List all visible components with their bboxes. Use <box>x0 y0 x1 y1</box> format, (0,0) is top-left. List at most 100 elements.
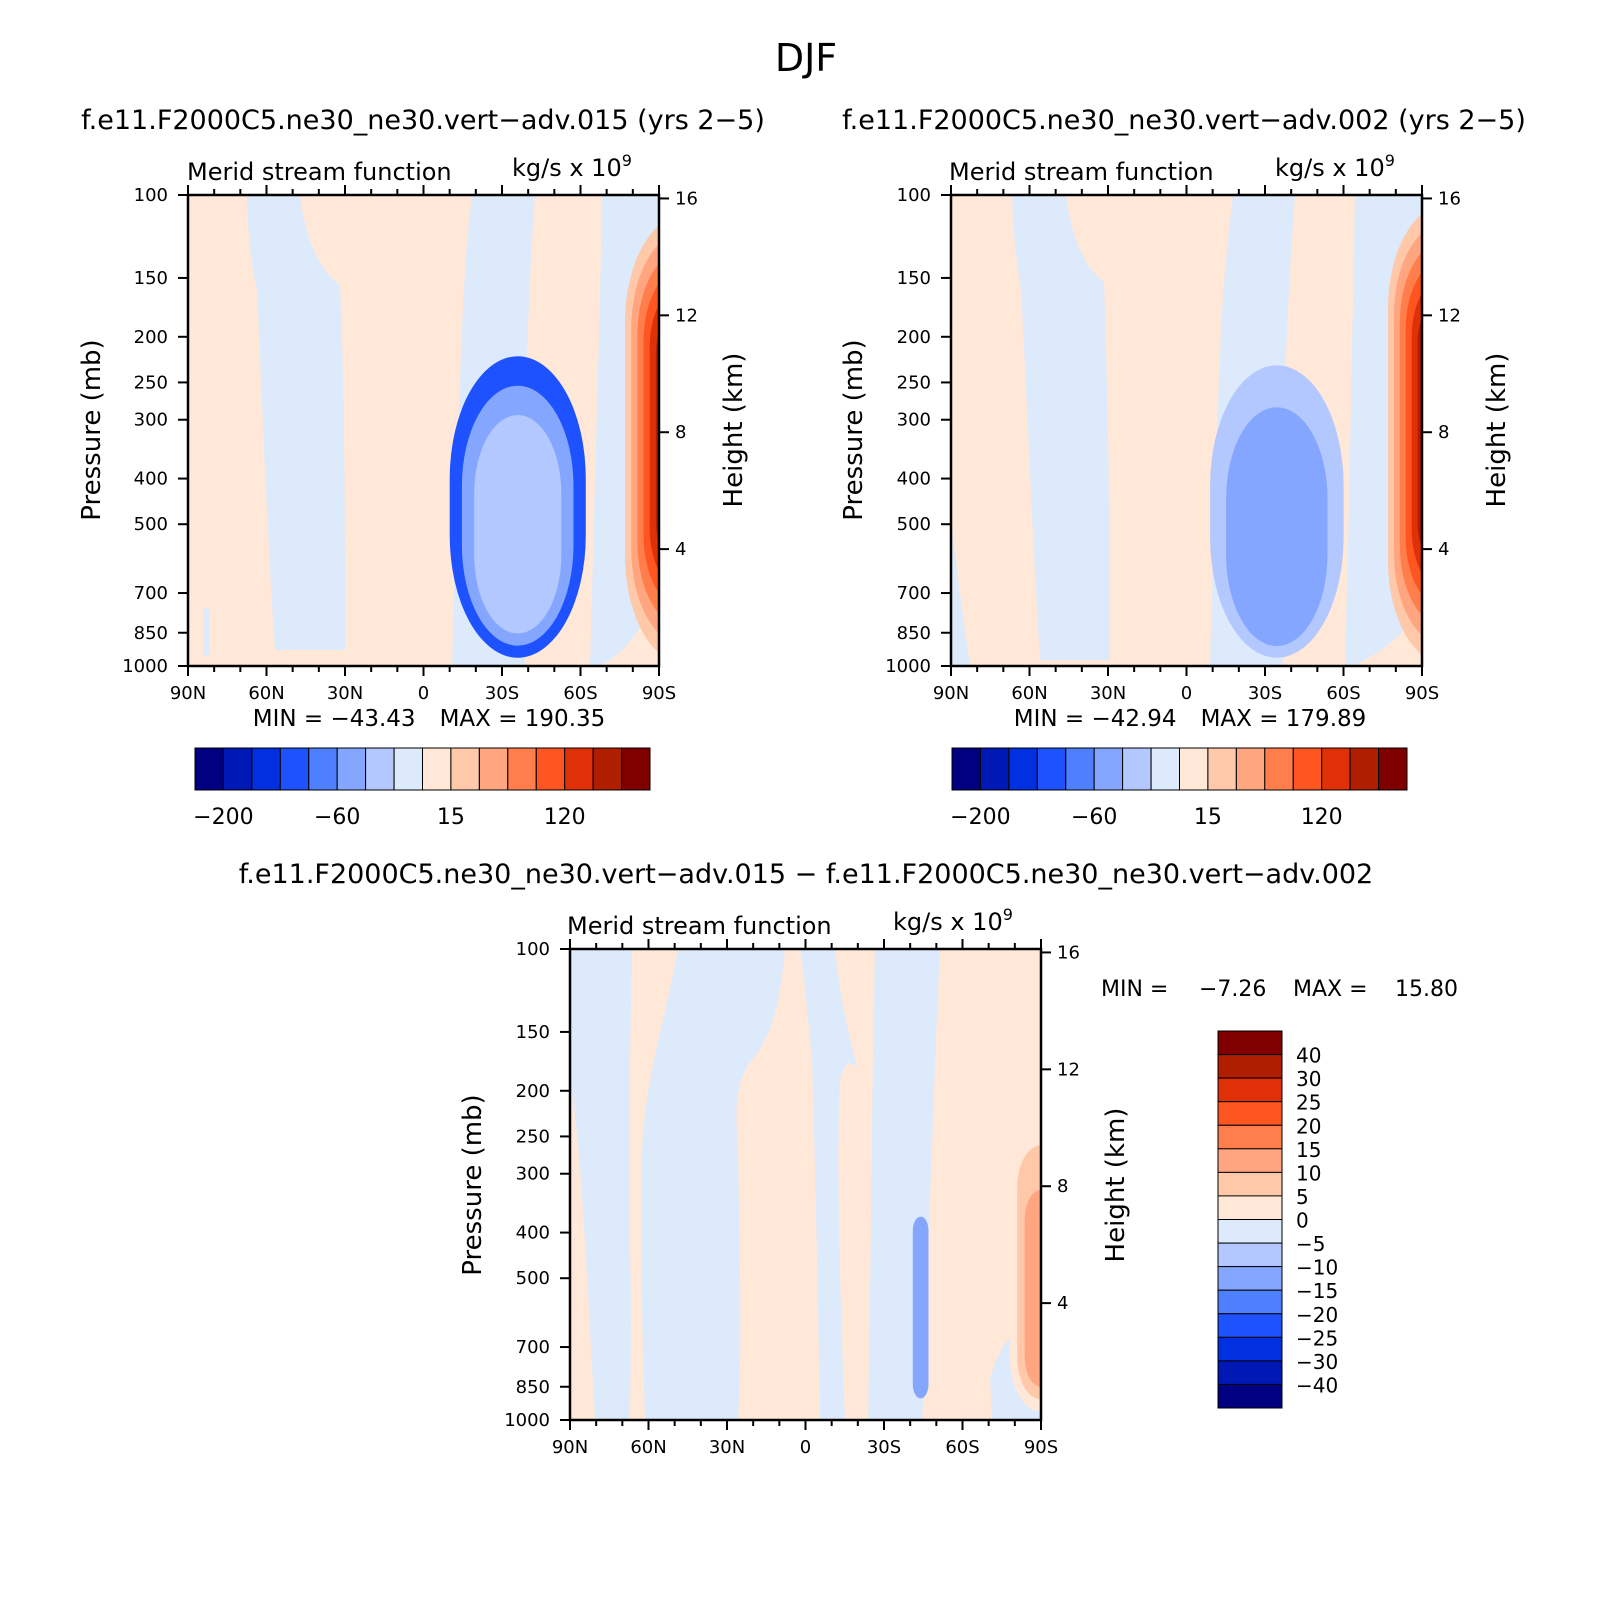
panel-2-min-max: MIN = −42.94 MAX = 179.89 <box>1014 706 1367 732</box>
colorbar-swatch <box>1217 1171 1283 1197</box>
colorbar-swatch <box>1217 1077 1283 1103</box>
cell-diff-pos-tropics-level-2 <box>1024 1189 1041 1387</box>
colorbar-label: −5 <box>1296 1232 1325 1256</box>
colorbar-swatch <box>592 747 622 791</box>
panel-3-tropical-negative <box>800 949 858 1420</box>
cell-sh-hadley-edge-level-1 <box>778 384 818 651</box>
panel-3-min-value: −7.26 <box>1199 977 1266 1002</box>
panel-1-subtitle: Merid stream function <box>187 158 452 186</box>
colorbar-label: 25 <box>1296 1091 1321 1115</box>
colorbar-swatch <box>1065 747 1095 791</box>
y-tick-label: 500 <box>897 514 931 535</box>
x-tick-label: 90N <box>933 683 969 704</box>
x-tick-label: 60S <box>563 683 597 704</box>
colorbar-swatch <box>535 747 566 791</box>
y-tick-label: 850 <box>516 1377 550 1398</box>
panel-3-max-value: 15.80 <box>1395 977 1458 1002</box>
y2-tick-label: 4 <box>675 539 686 560</box>
panel-1-nh-polar-negative <box>247 195 345 650</box>
panel-3-midlat-negative <box>641 949 785 1420</box>
colorbar-swatch <box>1093 747 1124 791</box>
colorbar-label: 120 <box>544 805 586 830</box>
x-tick-label: 90S <box>642 683 676 704</box>
panel-1: f.e11.F2000C5.ne30_ne30.vert−adv.015 (yr… <box>77 105 824 830</box>
y-tick-label: 400 <box>516 1223 550 1244</box>
y-tick-label: 1000 <box>885 656 931 677</box>
colorbar-swatch <box>564 747 594 791</box>
y-tick-label: 1000 <box>122 656 168 677</box>
colorbar-swatch <box>1349 747 1379 791</box>
y-tick-label: 850 <box>134 623 168 644</box>
colorbar-label: 15 <box>1296 1138 1321 1162</box>
y-tick-label: 150 <box>897 268 931 289</box>
panel-3-max-label: MAX = <box>1293 977 1368 1002</box>
x-tick-label: 0 <box>1181 683 1192 704</box>
y-tick-label: 400 <box>134 469 168 490</box>
x-tick-label: 60N <box>630 1437 666 1458</box>
colorbar-swatch <box>1292 747 1323 791</box>
colorbar-swatch <box>279 747 310 791</box>
y-tick-label: 300 <box>134 410 168 431</box>
x-tick-label: 30N <box>709 1437 745 1458</box>
x-tick-label: 30N <box>327 683 363 704</box>
colorbar-swatch <box>1217 1289 1283 1315</box>
colorbar-label: −15 <box>1296 1279 1338 1303</box>
panel-1-axes: 90N 60N 30N 0 30S 60S 90S 100 150 200 250 300 400 500… <box>122 185 698 704</box>
colorbar-swatch <box>1217 1195 1283 1221</box>
y-tick-label: 300 <box>897 410 931 431</box>
panel-1-small-negative <box>203 608 209 656</box>
panel-1-ylabel: Pressure (mb) <box>77 339 107 520</box>
y-tick-label: 1000 <box>504 1410 550 1431</box>
colorbar-label: −25 <box>1296 1326 1338 1350</box>
x-tick-label: 90N <box>170 683 206 704</box>
x-tick-label: 60S <box>945 1437 979 1458</box>
cell-sh-hadley-edge-level-0 <box>772 337 824 664</box>
cell-nh-ferrel-level-2 <box>1242 449 1312 635</box>
x-tick-label: 30S <box>1248 683 1282 704</box>
cell-sh-hadley-edge-level-1 <box>1541 375 1579 650</box>
colorbar-label: 0 <box>1296 1209 1309 1233</box>
y-tick-label: 100 <box>134 185 168 206</box>
cell-sh-hadley-edge-level-0 <box>1535 326 1585 663</box>
colorbar-label: −30 <box>1296 1350 1338 1374</box>
colorbar-label: 120 <box>1301 805 1343 830</box>
x-tick-label: 90S <box>1405 683 1439 704</box>
colorbar-label: −60 <box>314 805 360 830</box>
y-tick-label: 150 <box>134 268 168 289</box>
panel-1-units: kg/s x 109 <box>512 151 632 182</box>
colorbar-swatch <box>621 747 651 791</box>
panel-2-axes: 90N 60N 30N 0 30S 60S 90S 100 150 200 250 300 400 500… <box>885 185 1461 704</box>
panel-2-title: f.e11.F2000C5.ne30_ne30.vert−adv.002 (yr… <box>842 105 1526 136</box>
colorbar-swatch <box>1235 747 1266 791</box>
colorbar-swatch <box>251 747 281 791</box>
y2-tick-label: 12 <box>1057 1059 1080 1080</box>
colorbar-swatch <box>336 747 367 791</box>
colorbar-swatch <box>1036 747 1067 791</box>
y-tick-label: 150 <box>516 1022 550 1043</box>
colorbar-swatch <box>422 747 452 791</box>
colorbar-swatch <box>1217 1383 1283 1409</box>
colorbar-swatch <box>1217 1101 1283 1126</box>
panel-1-colorbar: −200 −60 15 120 <box>193 747 651 830</box>
panel-3-ylabel: Pressure (mb) <box>458 1094 488 1275</box>
panel-3-cells <box>912 1100 1041 1412</box>
x-tick-label: 0 <box>418 683 429 704</box>
colorbar-swatch <box>507 747 537 791</box>
cell-sh-ferrel-level-0 <box>1566 342 1603 663</box>
panel-3: f.e11.F2000C5.ne30_ne30.vert−adv.015 − f… <box>239 859 1458 1458</box>
y-tick-label: 100 <box>516 939 550 960</box>
y-tick-label: 400 <box>897 469 931 490</box>
colorbar-label: −60 <box>1071 805 1117 830</box>
colorbar-swatch <box>1378 747 1408 791</box>
y-tick-label: 250 <box>516 1126 550 1147</box>
colorbar-swatch <box>1217 1242 1283 1268</box>
panel-2-y2label: Height (km) <box>1482 353 1512 508</box>
panel-2-nh-edge-negative <box>951 520 970 666</box>
colorbar-swatch <box>194 747 224 791</box>
x-tick-label: 60N <box>248 683 284 704</box>
colorbar-swatch <box>1217 1148 1283 1173</box>
cell-diff-neg-nh-level-0 <box>912 1216 929 1399</box>
colorbar-swatch <box>1264 747 1294 791</box>
panel-3-subtitle: Merid stream function <box>567 912 832 940</box>
